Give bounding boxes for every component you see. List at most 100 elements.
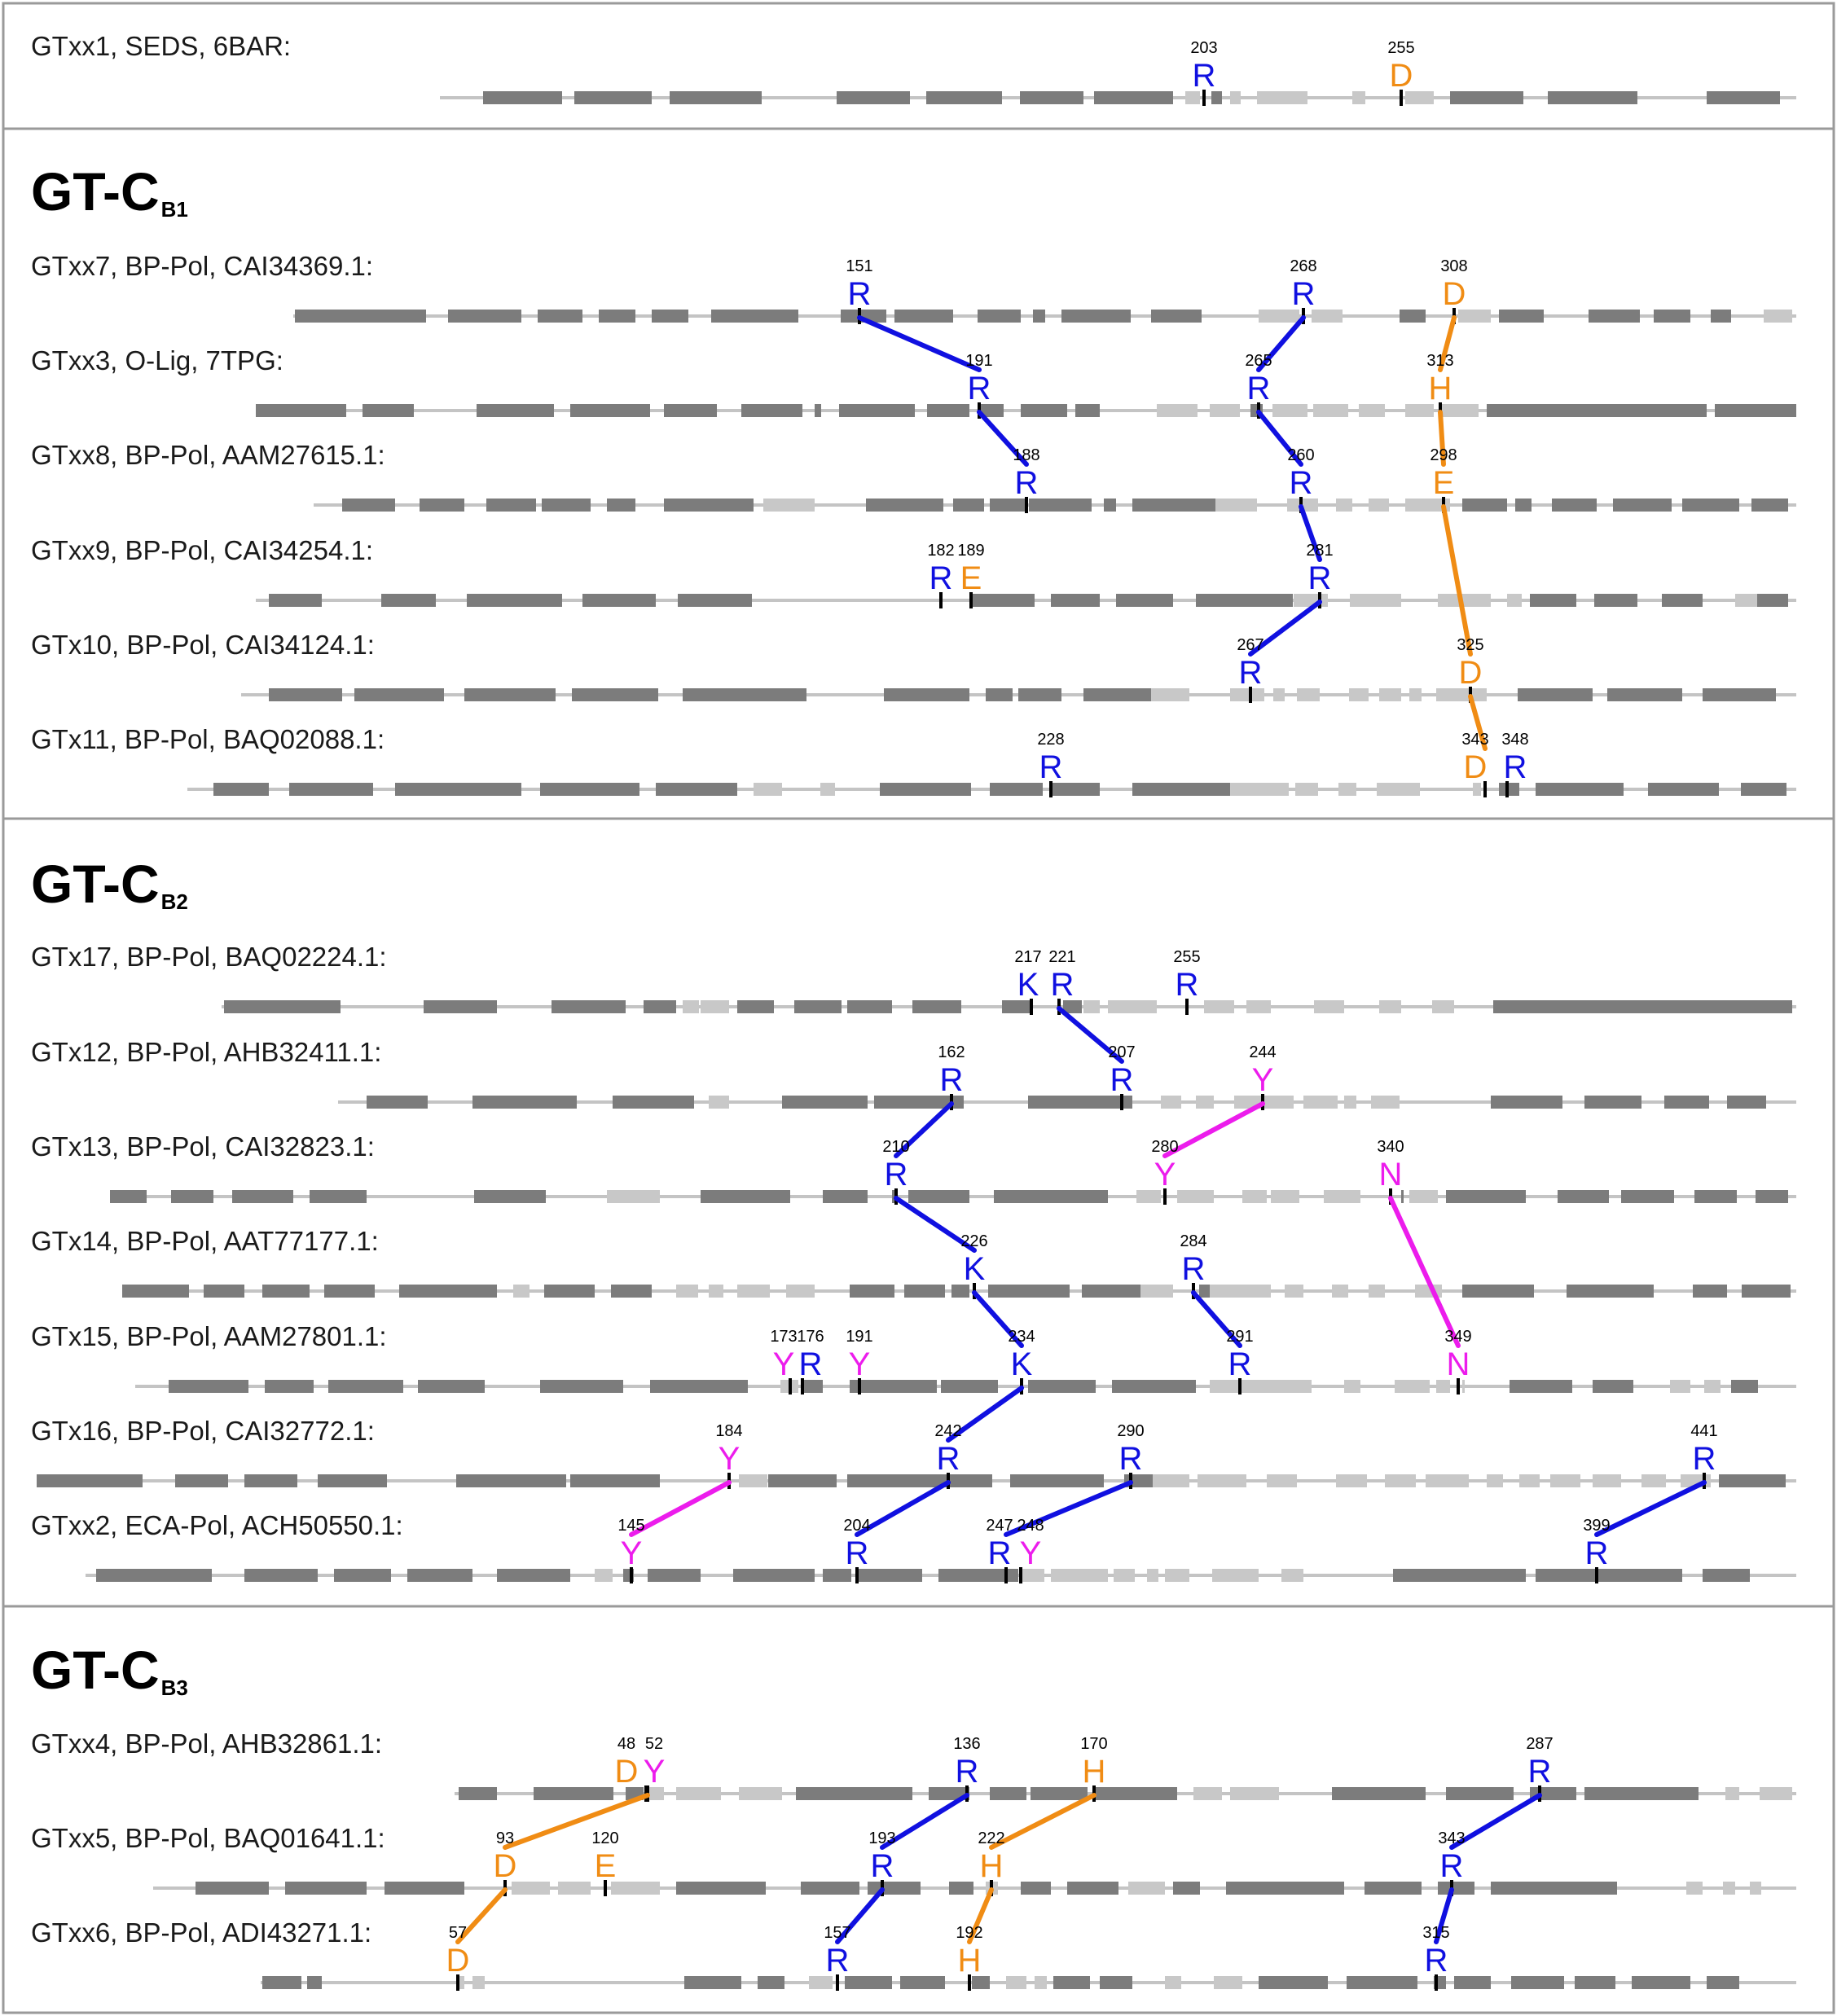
strand-segment (1379, 688, 1401, 701)
helix-segment (570, 1474, 660, 1487)
helix-segment (424, 1000, 497, 1013)
helix-segment (1116, 594, 1173, 607)
residue-letter: D (1459, 655, 1483, 691)
helix-segment (342, 499, 395, 512)
helix-segment (841, 310, 886, 323)
residue-tick (1249, 687, 1252, 703)
group-title: GT-C (31, 161, 160, 222)
residue-tick (968, 1974, 971, 1991)
strand-segment (709, 1096, 729, 1109)
helix-segment (196, 1882, 269, 1895)
helix-segment (1067, 1882, 1118, 1895)
residue-number: 170 (1080, 1735, 1107, 1753)
helix-segment (652, 310, 688, 323)
residue-connector (1191, 1290, 1242, 1348)
residue-tick (855, 1567, 859, 1583)
helix-segment (1401, 1190, 1404, 1203)
strand-segment (1409, 1190, 1438, 1203)
residue-number: 48 (617, 1735, 635, 1753)
helix-segment (1558, 1190, 1609, 1203)
row-label: GTxx8, BP-Pol, AAM27615.1: (31, 440, 385, 470)
helix-segment (110, 1190, 147, 1203)
strand-segment (1242, 1190, 1267, 1203)
residue-number: 340 (1377, 1138, 1404, 1156)
group-title-subscript: B2 (161, 889, 188, 914)
strand-segment (558, 1882, 591, 1895)
residue-letter: R (1292, 276, 1316, 312)
helix-segment (96, 1569, 212, 1582)
helix-segment (850, 1380, 937, 1393)
helix-segment (711, 310, 798, 323)
helix-segment (650, 1380, 748, 1393)
helix-segment (1654, 310, 1690, 323)
group-title-subscript: B1 (161, 197, 188, 222)
strand-segment (1140, 1285, 1173, 1298)
strand-segment (676, 1787, 721, 1800)
helix-segment (1742, 1285, 1791, 1298)
helix-segment (540, 783, 639, 796)
helix-segment (285, 1882, 367, 1895)
sequence-tracks (37, 90, 1796, 1991)
strand-segment (1338, 783, 1356, 796)
row-label: GTx13, BP-Pol, CAI32823.1: (31, 1131, 375, 1162)
residue-tick (1505, 781, 1509, 797)
helix-segment (1112, 1380, 1196, 1393)
strand-segment (1764, 310, 1792, 323)
helix-segment (951, 1285, 969, 1298)
strand-segment (1442, 404, 1479, 417)
strand-segment (737, 1285, 770, 1298)
helix-segment (1332, 1787, 1426, 1800)
strand-segment (1114, 1569, 1135, 1582)
helix-segment (310, 1190, 367, 1203)
helix-segment (613, 1096, 694, 1109)
residue-tick (456, 1974, 459, 1991)
residue-connector (1256, 315, 1306, 372)
residue-connector (1248, 600, 1322, 657)
helix-segment (947, 1380, 998, 1393)
helix-segment (664, 499, 754, 512)
residue-letter: R (799, 1346, 823, 1382)
residue-letter: Y (719, 1441, 741, 1477)
strand-segment (1257, 91, 1307, 104)
residue-number: 221 (1048, 948, 1075, 966)
helix-segment (1029, 499, 1092, 512)
residue-number: 228 (1037, 731, 1064, 749)
residue-letter: Y (644, 1754, 666, 1790)
strand-segment (1324, 1190, 1360, 1203)
residue-number: 343 (1438, 1829, 1465, 1847)
helix-segment (1028, 1380, 1096, 1393)
strand-segment (1349, 688, 1369, 701)
row-label: GTxx6, BP-Pol, ADI43271.1: (31, 1917, 371, 1948)
panel-border-1 (2, 127, 1835, 820)
helix-segment (1648, 783, 1719, 796)
residue-number: 280 (1151, 1138, 1178, 1156)
residue-connector (972, 1290, 1024, 1348)
helix-segment (929, 1787, 969, 1800)
strand-segment (1165, 1976, 1181, 1989)
helix-segment (407, 1569, 472, 1582)
residue-connector (946, 1386, 1024, 1443)
residue-number: 242 (934, 1422, 961, 1440)
helix-segment (385, 1882, 464, 1895)
helix-segment (570, 404, 650, 417)
helix-segment (986, 688, 1013, 701)
helix-segment (1487, 404, 1707, 417)
strand-segment (1230, 1787, 1279, 1800)
residue-letter: R (1504, 749, 1527, 785)
strand-segment (1285, 1285, 1303, 1298)
residue-letter: R (848, 276, 872, 312)
strand-segment (709, 1285, 723, 1298)
helix-segment (1136, 1787, 1177, 1800)
helix-segment (823, 1569, 851, 1582)
residue-connector (1468, 694, 1488, 751)
row-label: GTxx9, BP-Pol, CAI34254.1: (31, 535, 373, 565)
helix-segment (953, 499, 984, 512)
helix-segment (1693, 1285, 1727, 1298)
residue-number: 343 (1461, 731, 1488, 749)
residue-letter: D (446, 1943, 470, 1979)
residue-letter: Y (1020, 1535, 1042, 1571)
strand-segment (1295, 783, 1318, 796)
strand-segment (1336, 499, 1352, 512)
helix-segment (1100, 1976, 1132, 1989)
